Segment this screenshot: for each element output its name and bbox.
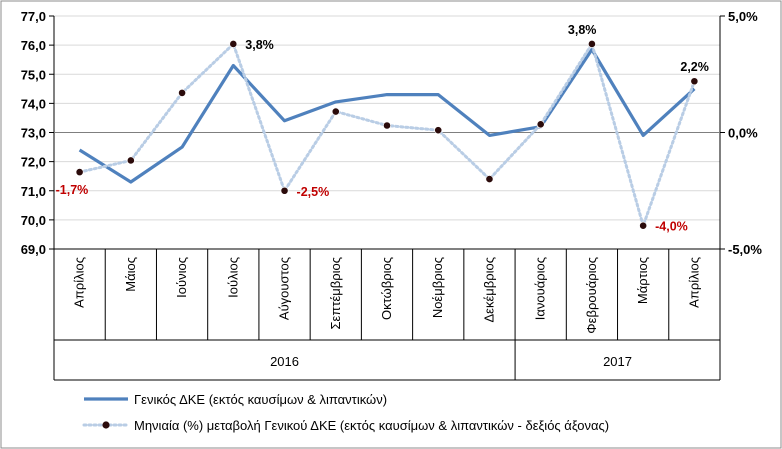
category-axis: Απρίλιος Μάιος Ιούνιος Ιούλιος Αύγουστος Σεπτ… [53, 249, 721, 381]
data-label: 2,2% [680, 60, 709, 74]
category-label: Αύγουστος [277, 257, 292, 320]
category-label: Απρίλιος [686, 257, 701, 308]
index-line [78, 47, 696, 184]
category-label: Οκτώβριος [379, 257, 394, 320]
data-labels: -1,7% 3,8% -2,5% 3,8% -4,0% 2,2% [56, 23, 709, 234]
legend: Γενικός ΔΚΕ (εκτός καυσίμων & λιπαντικών… [82, 392, 609, 433]
monthly-change-point [485, 175, 494, 183]
category-label: Μάιος [123, 257, 138, 292]
left-axis-ticks: 69,0 70,0 71,0 72,0 73,0 74,0 75,0 76,0 77,0 [21, 9, 54, 257]
data-label: -4,0% [655, 220, 688, 234]
monthly-change-point [331, 107, 340, 116]
left-tick-label: 75,0 [21, 67, 46, 82]
monthly-change-point [75, 168, 84, 177]
right-axis-ticks: -5,0% 0,0% 5,0% [720, 9, 762, 257]
category-label: Ιούνιος [174, 257, 189, 298]
left-tick-label: 72,0 [21, 155, 46, 170]
left-tick-label: 73,0 [21, 126, 46, 141]
left-tick-label: 76,0 [21, 38, 46, 53]
legend-swatch-marker [102, 421, 110, 429]
data-label: 3,8% [568, 23, 597, 37]
right-tick-label: 0,0% [728, 126, 758, 141]
category-label: Σεπτέμβριος [328, 257, 343, 329]
category-label: Ιανουάριος [533, 257, 548, 320]
legend-label: Μηνιαία (%) μεταβολή Γενικού ΔΚΕ (εκτός … [134, 418, 609, 433]
left-tick-label: 69,0 [21, 242, 46, 257]
left-tick-label: 71,0 [21, 184, 46, 199]
monthly-change-point [178, 88, 186, 97]
monthly-change-point [383, 121, 391, 130]
data-label: -1,7% [56, 183, 89, 197]
category-label: Νοέμβριος [430, 257, 445, 318]
data-label: -2,5% [297, 185, 330, 199]
series-markers [75, 40, 699, 230]
right-tick-label: -5,0% [728, 242, 762, 257]
category-label: Μάρτιος [635, 257, 650, 304]
data-label: 3,8% [245, 38, 273, 52]
monthly-change-point [588, 40, 596, 48]
monthly-change-point [536, 120, 545, 129]
monthly-change-point [690, 77, 699, 86]
year-label: 2017 [603, 354, 632, 369]
category-label: Ιούλιος [225, 257, 240, 298]
legend-label: Γενικός ΔΚΕ (εκτός καυσίμων & λιπαντικών… [134, 392, 387, 407]
left-tick-label: 74,0 [21, 96, 46, 111]
left-tick-label: 77,0 [21, 9, 46, 24]
monthly-change-point [434, 126, 443, 135]
monthly-change-point [639, 221, 648, 230]
year-label: 2016 [270, 354, 299, 369]
right-tick-label: 5,0% [728, 9, 758, 24]
category-label: Φεβρουάριος [584, 257, 599, 334]
category-label: Δεκέμβριος [481, 257, 496, 323]
monthly-change-point [229, 40, 238, 48]
left-tick-label: 70,0 [21, 213, 46, 228]
category-label: Απρίλιος [72, 257, 87, 308]
monthly-change-point [280, 186, 289, 195]
monthly-change-point [126, 156, 135, 165]
